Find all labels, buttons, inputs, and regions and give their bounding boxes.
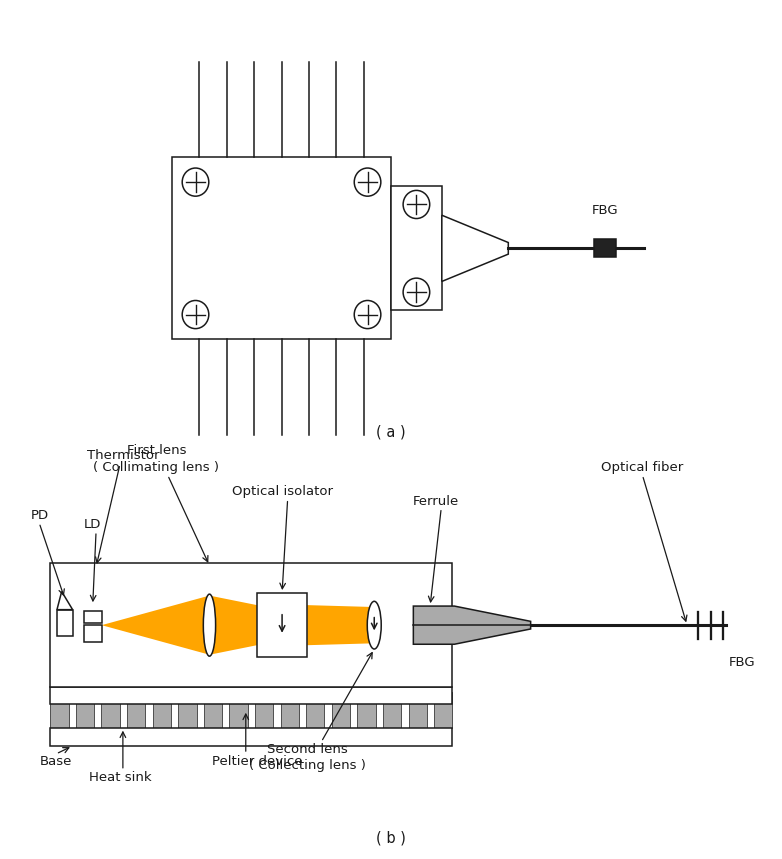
Circle shape (404, 278, 430, 307)
Text: Heat sink: Heat sink (89, 771, 152, 784)
Bar (204, 692, 222, 728)
Bar (50, 692, 69, 728)
Circle shape (354, 301, 381, 329)
Text: LD: LD (84, 519, 101, 532)
Bar (50, 728, 453, 746)
Text: Second lens: Second lens (267, 743, 347, 756)
Bar (255, 692, 273, 728)
Bar (102, 692, 120, 728)
Bar (391, 186, 442, 310)
Bar (178, 692, 196, 728)
Text: ( a ): ( a ) (376, 424, 406, 440)
Polygon shape (57, 592, 73, 610)
Text: Optical isolator: Optical isolator (231, 485, 332, 498)
Bar (257, 605, 307, 645)
Text: Optical fiber: Optical fiber (601, 461, 683, 474)
Bar (357, 692, 375, 728)
Bar (76, 692, 94, 728)
Bar (152, 692, 171, 728)
Bar (229, 692, 248, 728)
Circle shape (182, 168, 209, 196)
Bar (127, 692, 145, 728)
Circle shape (354, 168, 381, 196)
Text: First lens: First lens (127, 444, 186, 458)
Bar (408, 692, 427, 728)
Bar (172, 157, 391, 339)
Bar (84, 611, 102, 623)
Ellipse shape (368, 601, 382, 649)
Bar (332, 692, 350, 728)
Bar (307, 692, 325, 728)
Text: ( b ): ( b ) (376, 830, 406, 845)
Bar (594, 239, 616, 258)
Ellipse shape (203, 594, 216, 656)
Bar (383, 692, 401, 728)
Bar (50, 687, 453, 704)
Text: FBG: FBG (592, 204, 619, 216)
Bar (434, 692, 453, 728)
Bar (50, 564, 453, 687)
Bar (281, 692, 299, 728)
Polygon shape (210, 595, 257, 655)
Circle shape (404, 191, 430, 218)
Text: ( Collimating lens ): ( Collimating lens ) (93, 461, 220, 474)
Text: PD: PD (30, 509, 48, 522)
Polygon shape (307, 605, 375, 645)
Text: FBG: FBG (729, 656, 755, 669)
Circle shape (182, 301, 209, 329)
Bar (257, 593, 307, 657)
Bar (57, 610, 73, 636)
Polygon shape (102, 595, 210, 655)
Polygon shape (414, 606, 531, 644)
Text: ( Collecting lens ): ( Collecting lens ) (249, 759, 366, 772)
Text: Thermistor: Thermistor (87, 449, 159, 462)
Text: Ferrule: Ferrule (413, 495, 459, 508)
Text: Base: Base (40, 755, 73, 768)
Text: Peltier device: Peltier device (212, 755, 303, 768)
Polygon shape (442, 216, 508, 282)
Bar (84, 625, 102, 642)
